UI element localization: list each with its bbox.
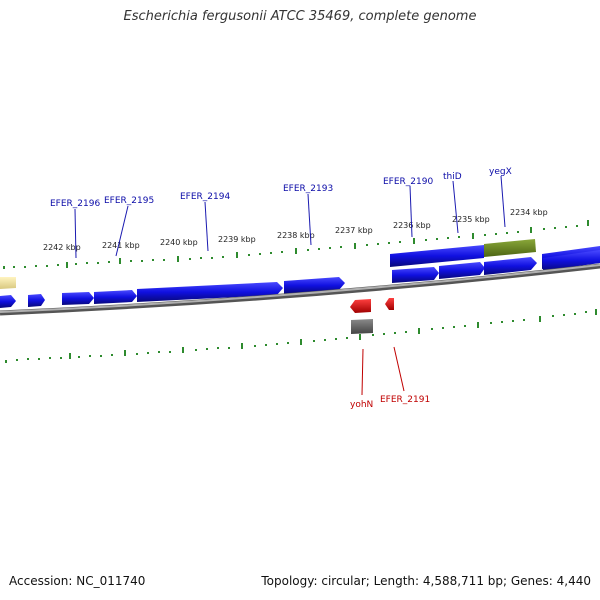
gene-label[interactable]: EFER_2191 [380,395,430,405]
accession-label: Accession: NC_011740 [9,574,146,588]
kbp-label: 2234 kbp [510,208,548,217]
gene-label[interactable]: EFER_2196 [50,199,100,209]
forward-gene-row-lower [0,250,600,308]
gene-label[interactable]: yohN [350,400,373,410]
gene-label[interactable]: EFER_2194 [180,192,230,202]
gene-arrow[interactable] [392,267,439,283]
map-title: Escherichia fergusonii ATCC 35469, compl… [123,9,477,24]
gene-arrow[interactable] [62,292,94,305]
gene-label[interactable]: yegX [489,167,512,177]
kbp-label: 2235 kbp [452,215,490,224]
kbp-label: 2238 kbp [277,231,315,240]
bottom-gene-labels: yohN EFER_2191 [350,395,430,410]
kbp-label: 2240 kbp [160,238,198,247]
partial-gene[interactable] [0,277,16,289]
gene-arrow[interactable] [439,262,485,279]
reverse-gene-row [350,298,394,334]
kbp-label: 2241 kbp [102,241,140,250]
lower-tick-track [5,309,597,363]
bottom-leader-lines [361,346,405,396]
kbp-label: 2242 kbp [43,243,81,252]
genome-summary: Topology: circular; Length: 4,588,711 bp… [261,574,591,588]
gene-label[interactable]: EFER_2195 [104,196,154,206]
gene-arrow-reverse[interactable] [350,299,371,313]
gene-arrow[interactable] [484,257,537,275]
kbp-label: 2237 kbp [335,226,373,235]
gene-arrow[interactable] [137,282,283,302]
gene-arrow[interactable] [390,245,484,267]
gene-arrow[interactable] [94,290,137,304]
top-gene-labels: EFER_2196 EFER_2195 EFER_2194 EFER_2193 … [50,167,512,209]
gene-arrow-highlighted[interactable] [484,239,536,257]
upper-tick-track [3,220,589,269]
gene-label[interactable]: EFER_2190 [383,177,433,187]
gene-label[interactable]: thiD [443,172,462,182]
gene-label[interactable]: EFER_2193 [283,184,333,194]
top-leader-lines [74,175,506,259]
pseudo-gene[interactable] [351,319,373,334]
gene-arrow[interactable] [284,277,345,294]
gene-arrow-reverse[interactable] [385,298,394,310]
gene-arrow[interactable] [28,294,45,307]
gene-arrow[interactable] [0,295,16,308]
gene-arrow[interactable] [543,250,600,271]
kbp-label: 2239 kbp [218,235,256,244]
